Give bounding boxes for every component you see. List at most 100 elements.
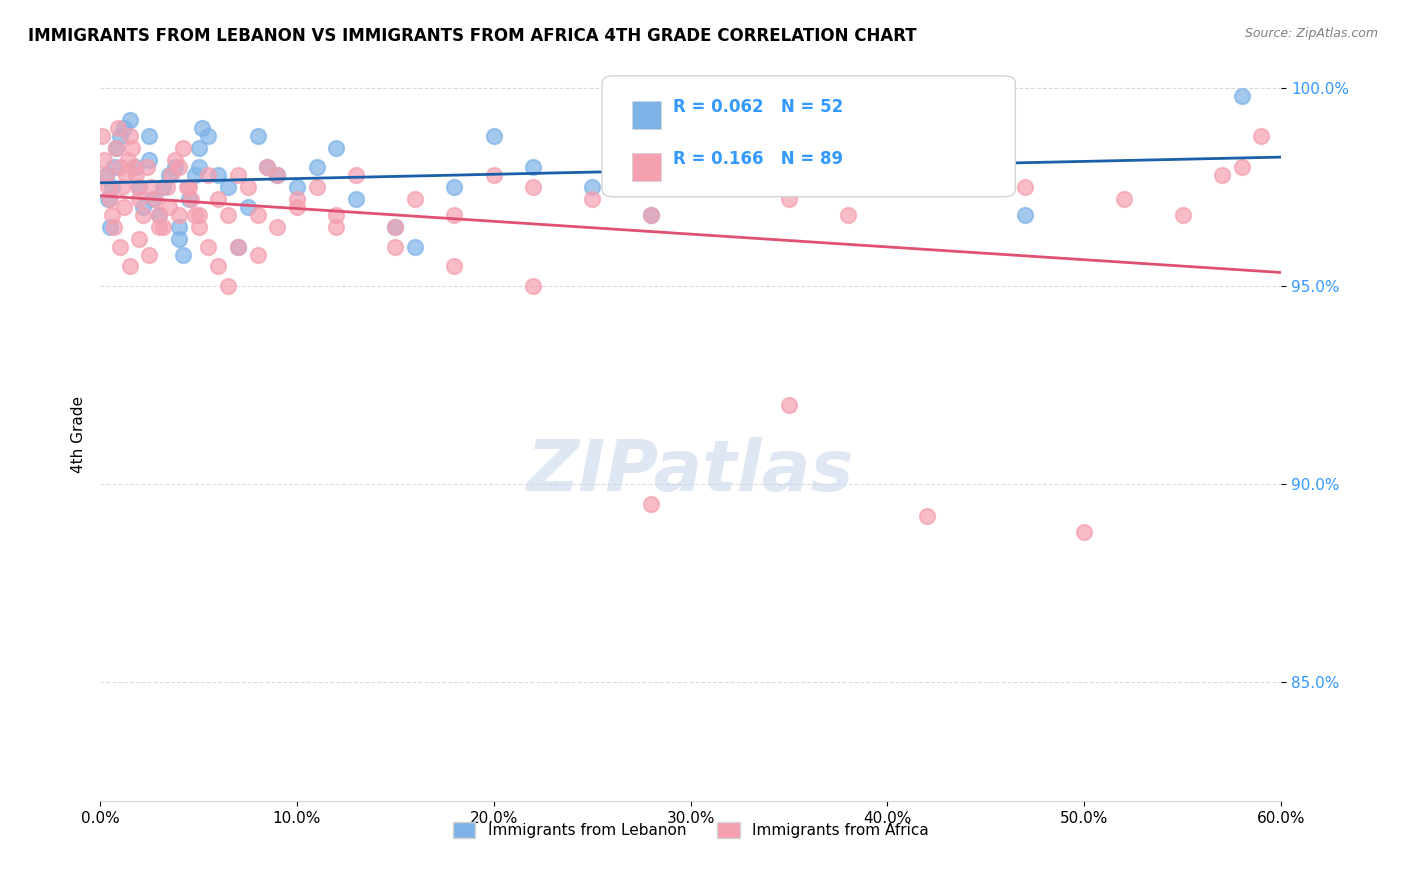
Point [217, 279, 239, 293]
Point [132, 200, 155, 214]
Point [128, 232, 150, 246]
Point [114, 169, 136, 183]
Point [207, 260, 229, 274]
Text: Source: ZipAtlas.com: Source: ZipAtlas.com [1244, 27, 1378, 40]
Point [915, 128, 938, 143]
Point [266, 219, 288, 234]
Point [915, 169, 938, 183]
Point [1112, 192, 1135, 206]
Text: R = 0.166   N = 89: R = 0.166 N = 89 [673, 150, 844, 168]
Point [226, 240, 249, 254]
Point [246, 247, 269, 261]
Point [187, 161, 209, 175]
Point [226, 240, 249, 254]
Y-axis label: 4th Grade: 4th Grade [72, 396, 86, 473]
Point [118, 128, 141, 143]
Point [97, 192, 120, 206]
Point [94, 169, 117, 183]
Point [141, 180, 163, 194]
Point [103, 161, 125, 175]
Point [157, 169, 180, 183]
Legend: Immigrants from Lebanon, Immigrants from Africa: Immigrants from Lebanon, Immigrants from… [447, 816, 935, 845]
Point [108, 128, 131, 143]
Point [344, 192, 367, 206]
Point [266, 169, 288, 183]
Point [246, 128, 269, 143]
Point [522, 161, 544, 175]
Point [127, 180, 149, 194]
Point [207, 192, 229, 206]
Point [108, 161, 131, 175]
Point [143, 192, 166, 206]
Point [305, 161, 328, 175]
Point [640, 208, 662, 222]
Point [187, 208, 209, 222]
Point [167, 208, 190, 222]
Point [1014, 208, 1036, 222]
Point [1250, 128, 1272, 143]
FancyBboxPatch shape [631, 102, 661, 129]
Point [148, 219, 170, 234]
Point [256, 161, 278, 175]
Point [172, 247, 194, 261]
Point [136, 161, 159, 175]
Point [236, 200, 259, 214]
Point [443, 260, 465, 274]
Point [197, 128, 219, 143]
Point [108, 240, 131, 254]
Point [132, 208, 155, 222]
Point [104, 141, 127, 155]
Point [256, 161, 278, 175]
Point [443, 180, 465, 194]
Point [640, 497, 662, 511]
Point [679, 141, 702, 155]
Point [325, 141, 347, 155]
Point [837, 208, 859, 222]
Point [581, 180, 603, 194]
Point [122, 161, 145, 175]
Point [160, 169, 183, 183]
Point [443, 208, 465, 222]
Point [177, 192, 200, 206]
Point [98, 192, 121, 206]
Point [285, 192, 308, 206]
Point [581, 192, 603, 206]
Point [118, 260, 141, 274]
Point [522, 180, 544, 194]
Point [124, 169, 146, 183]
Point [93, 153, 115, 167]
Point [111, 180, 134, 194]
Point [97, 180, 120, 194]
Point [156, 180, 179, 194]
Point [285, 180, 308, 194]
Point [112, 200, 135, 214]
Point [157, 200, 180, 214]
Text: ZIPatlas: ZIPatlas [527, 437, 855, 506]
Point [679, 161, 702, 175]
Point [266, 169, 288, 183]
Text: R = 0.062   N = 52: R = 0.062 N = 52 [673, 98, 844, 117]
Point [344, 169, 367, 183]
Text: IMMIGRANTS FROM LEBANON VS IMMIGRANTS FROM AFRICA 4TH GRADE CORRELATION CHART: IMMIGRANTS FROM LEBANON VS IMMIGRANTS FR… [28, 27, 917, 45]
Point [167, 161, 190, 175]
Point [128, 180, 150, 194]
Point [640, 208, 662, 222]
Point [107, 120, 129, 135]
Point [217, 180, 239, 194]
Point [183, 169, 205, 183]
Point [128, 192, 150, 206]
Point [1211, 169, 1233, 183]
Point [118, 113, 141, 128]
Point [197, 240, 219, 254]
Point [384, 219, 406, 234]
Point [482, 169, 505, 183]
Point [778, 398, 800, 412]
Point [522, 279, 544, 293]
Point [1230, 161, 1253, 175]
Point [148, 208, 170, 222]
Point [152, 180, 174, 194]
Point [207, 169, 229, 183]
Point [1230, 89, 1253, 103]
Point [138, 128, 160, 143]
Point [103, 219, 125, 234]
